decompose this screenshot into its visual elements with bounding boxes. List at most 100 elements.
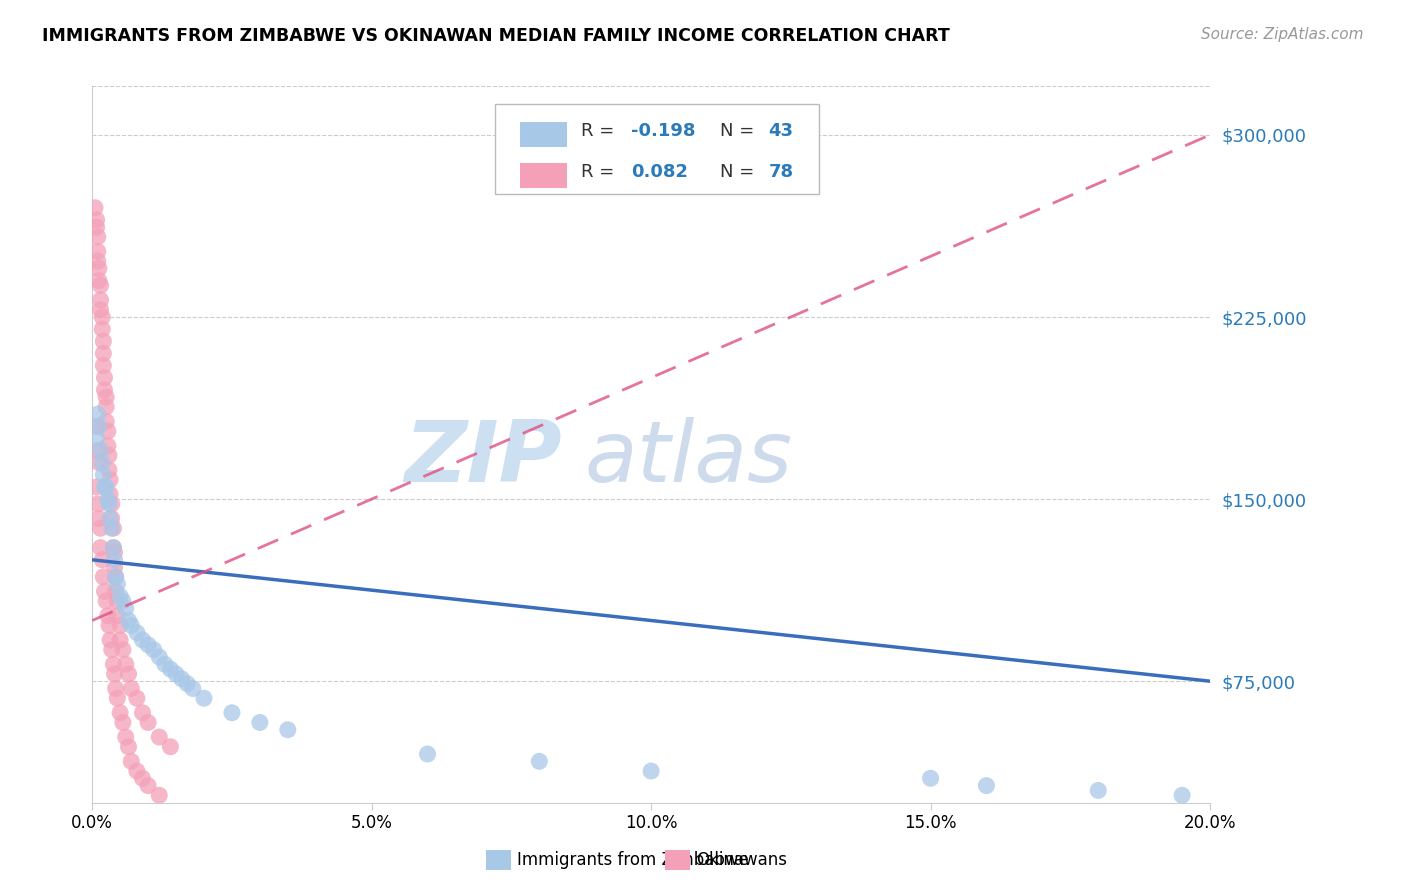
Point [125, 625, 148, 640]
Point [94, 414, 117, 428]
Point [98, 632, 121, 647]
Point [93, 584, 115, 599]
FancyBboxPatch shape [495, 104, 818, 194]
Point [105, 594, 128, 608]
Text: N =: N = [720, 163, 761, 181]
Point [97, 449, 120, 463]
Point [94, 480, 117, 494]
Point [108, 632, 131, 647]
Point [111, 594, 134, 608]
Point [153, 657, 176, 672]
Point [104, 570, 127, 584]
Point [104, 681, 127, 696]
Point [93, 383, 115, 397]
Point [91, 456, 114, 470]
Point [87, 274, 110, 288]
Point [1171, 789, 1194, 803]
Point [87, 407, 110, 421]
Point [105, 691, 128, 706]
Point [103, 541, 125, 555]
Point [84, 201, 107, 215]
Point [221, 706, 243, 720]
Point [136, 638, 159, 652]
Text: -0.198: -0.198 [631, 122, 696, 140]
Point [100, 521, 122, 535]
Point [111, 715, 134, 730]
Point [120, 618, 142, 632]
Point [920, 772, 942, 786]
Point [86, 431, 108, 445]
Point [108, 618, 131, 632]
Point [86, 419, 108, 434]
Text: Source: ZipAtlas.com: Source: ZipAtlas.com [1201, 27, 1364, 42]
Point [117, 667, 139, 681]
Point [93, 346, 115, 360]
Point [529, 754, 551, 768]
Point [93, 359, 115, 373]
Point [114, 730, 136, 744]
Point [103, 667, 125, 681]
Text: Immigrants from Zimbabwe: Immigrants from Zimbabwe [517, 851, 749, 869]
Point [87, 497, 110, 511]
Point [94, 400, 117, 414]
Point [91, 322, 114, 336]
Point [108, 589, 131, 603]
Point [90, 521, 112, 535]
Point [181, 681, 204, 696]
Point [90, 443, 112, 458]
Point [100, 642, 122, 657]
Point [103, 545, 125, 559]
Point [93, 467, 115, 482]
Point [170, 672, 193, 686]
Point [87, 419, 110, 434]
Point [90, 293, 112, 307]
Text: 78: 78 [769, 163, 793, 181]
FancyBboxPatch shape [520, 163, 567, 188]
Point [117, 614, 139, 628]
Point [87, 443, 110, 458]
Point [105, 577, 128, 591]
Point [90, 302, 112, 317]
Point [103, 521, 125, 535]
Point [98, 473, 121, 487]
Text: 0.082: 0.082 [631, 163, 688, 181]
Point [100, 511, 122, 525]
Point [98, 487, 121, 501]
Point [142, 642, 165, 657]
Point [104, 570, 127, 584]
Point [103, 560, 125, 574]
Point [120, 681, 142, 696]
Text: IMMIGRANTS FROM ZIMBABWE VS OKINAWAN MEDIAN FAMILY INCOME CORRELATION CHART: IMMIGRANTS FROM ZIMBABWE VS OKINAWAN MED… [42, 27, 950, 45]
Text: atlas: atlas [583, 417, 792, 500]
Point [117, 739, 139, 754]
Point [125, 764, 148, 778]
Point [87, 254, 110, 268]
Point [125, 691, 148, 706]
Point [131, 772, 153, 786]
Point [165, 667, 187, 681]
Point [97, 424, 120, 438]
Point [97, 439, 120, 453]
Point [97, 463, 120, 477]
Point [86, 213, 108, 227]
Point [159, 739, 181, 754]
Point [87, 230, 110, 244]
Point [120, 754, 142, 768]
Text: R =: R = [581, 122, 620, 140]
Point [94, 390, 117, 404]
Point [249, 715, 271, 730]
Point [108, 706, 131, 720]
Point [105, 608, 128, 623]
Point [148, 789, 170, 803]
Point [176, 676, 198, 690]
Point [416, 747, 439, 761]
Point [93, 480, 115, 494]
Point [94, 594, 117, 608]
Text: R =: R = [581, 163, 620, 181]
Point [136, 779, 159, 793]
Point [91, 553, 114, 567]
Point [87, 244, 110, 259]
Point [86, 220, 108, 235]
Point [131, 632, 153, 647]
Point [976, 779, 998, 793]
